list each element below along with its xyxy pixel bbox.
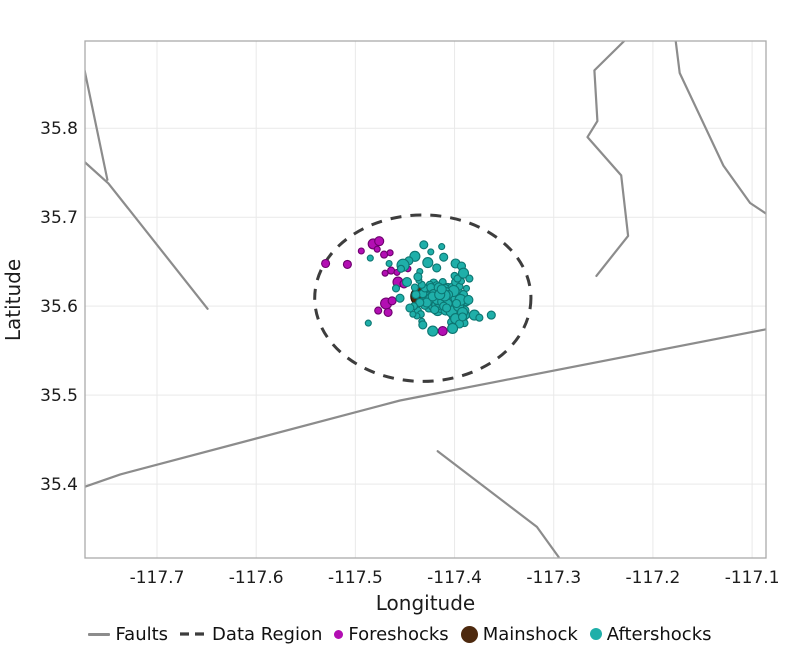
aftershock-point — [453, 274, 462, 283]
aftershock-point — [366, 254, 374, 262]
y-tick-label: 35.8 — [40, 119, 78, 139]
aftershock-point — [415, 298, 425, 308]
aftershock-point — [439, 252, 449, 262]
aftershock-point — [486, 310, 496, 320]
plot-border — [84, 40, 767, 559]
faults-line-icon — [88, 632, 111, 636]
y-tick-label: 35.7 — [40, 208, 78, 228]
aftershock-point — [427, 325, 439, 337]
legend-item-foreshocks: Foreshocks — [334, 623, 449, 645]
aftershock-point — [427, 248, 435, 256]
x-tick-label: -117.5 — [328, 568, 383, 588]
legend-label: Foreshocks — [348, 623, 449, 645]
aftershocks-dot-icon — [589, 628, 602, 640]
foreshock-point — [374, 236, 385, 247]
foreshock-point — [373, 245, 381, 253]
x-tick-label: -117.1 — [725, 568, 780, 588]
mainshock-dot-icon — [460, 625, 478, 643]
legend-item-aftershocks: Aftershocks — [589, 623, 712, 645]
x-tick-label: -117.7 — [130, 568, 185, 588]
foreshock-point — [321, 258, 331, 269]
aftershock-point — [405, 303, 415, 313]
x-tick-label: -117.3 — [526, 568, 581, 588]
aftershock-point — [442, 303, 452, 313]
aftershock-point — [457, 312, 468, 322]
aftershock-point — [430, 305, 440, 315]
y-tick-label: 35.4 — [40, 475, 78, 495]
aftershock-point — [391, 284, 401, 293]
fault-lines — [85, 41, 766, 558]
aftershock-point — [475, 313, 484, 322]
x-tick-label: -117.4 — [427, 568, 482, 588]
legend-label: Data Region — [212, 623, 323, 645]
aftershock-point — [364, 319, 372, 327]
fault-line — [85, 328, 766, 488]
aftershock-point — [436, 284, 447, 295]
aftershock-point — [411, 290, 421, 300]
fault-line — [674, 41, 766, 215]
legend-label: Aftershocks — [606, 623, 712, 645]
aftershock-point — [462, 284, 471, 292]
legend-item-faults: Faults — [88, 624, 168, 645]
fault-line — [85, 69, 109, 181]
foreshock-point — [374, 306, 383, 315]
foreshock-point — [386, 249, 394, 257]
x-axis-title: Longitude — [375, 591, 476, 615]
aftershock-point — [451, 298, 462, 309]
aftershock-point — [438, 243, 446, 251]
fault-line — [85, 160, 209, 310]
aftershock-point — [447, 322, 459, 334]
fault-line — [436, 450, 560, 558]
aftershock-point — [465, 274, 474, 283]
foreshock-point — [383, 307, 393, 317]
tick-labels: -117.7 -117.6 -117.5 -117.4 -117.3 -117.2 -117… — [40, 119, 779, 588]
y-tick-label: 35.6 — [40, 297, 78, 317]
foreshock-point — [380, 250, 389, 259]
legend-item-data-region: Data Region — [180, 624, 322, 645]
aftershock-point — [463, 294, 474, 305]
aftershock-point — [418, 320, 428, 330]
legend-label: Mainshock — [482, 623, 578, 645]
legend-item-mainshock: Mainshock — [460, 623, 578, 645]
x-tick-label: -117.6 — [229, 568, 284, 588]
aftershock-point — [410, 283, 419, 292]
foreshocks-dot-icon — [334, 629, 344, 639]
foreshock-point — [387, 296, 397, 306]
legend: Faults Data Region Foreshocks Mainshock Afte… — [0, 621, 800, 647]
foreshock-point — [437, 326, 448, 337]
aftershock-point — [385, 259, 393, 268]
aftershock-point — [419, 240, 429, 250]
foreshock-point — [342, 259, 352, 269]
aftershock-point — [401, 277, 413, 288]
y-axis-title: Latitude — [1, 258, 25, 342]
aftershock-point — [396, 264, 406, 273]
aftershocks-points — [364, 240, 496, 337]
aftershock-point — [432, 263, 442, 273]
data-region-ellipse — [313, 213, 533, 383]
aftershock-point — [457, 267, 470, 279]
plot-contents — [85, 41, 766, 558]
legend-label: Faults — [115, 623, 169, 645]
y-tick-label: 35.5 — [40, 386, 78, 406]
aftershock-point — [422, 257, 434, 269]
dashed-region-icon — [180, 632, 208, 636]
fault-line — [586, 41, 630, 277]
foreshock-point — [357, 247, 365, 255]
aftershock-point — [413, 272, 423, 282]
aftershock-point — [395, 293, 405, 303]
x-tick-label: -117.2 — [626, 568, 681, 588]
